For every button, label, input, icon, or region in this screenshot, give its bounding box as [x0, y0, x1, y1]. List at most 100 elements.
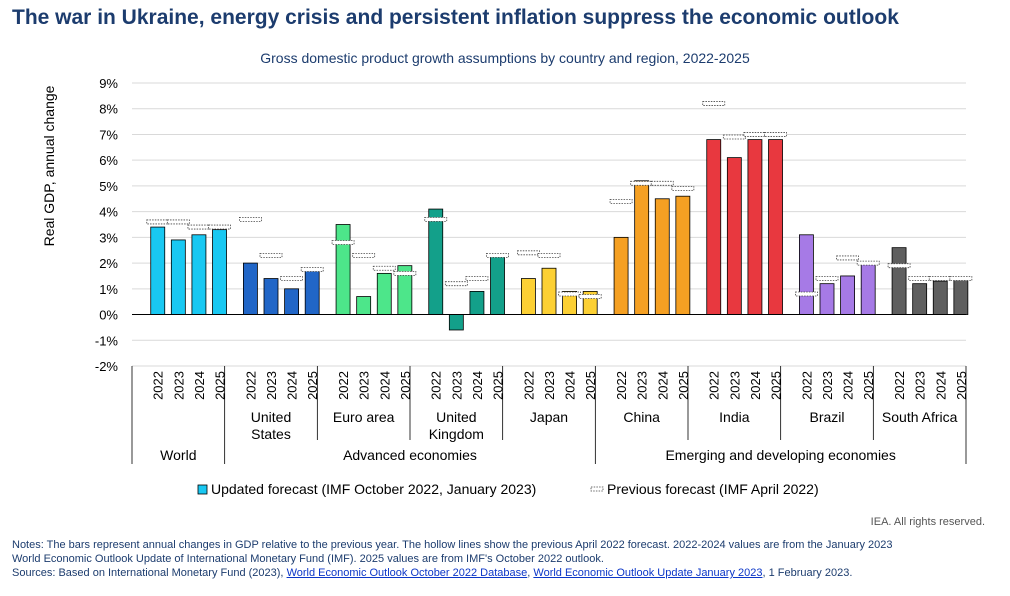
- previous-forecast-marker: [537, 252, 561, 258]
- x-year-label: 2022: [243, 371, 258, 400]
- bar: [335, 224, 351, 315]
- bar: [768, 139, 783, 315]
- bar: [469, 290, 485, 315]
- x-year-label: 2024: [933, 371, 948, 400]
- x-year-label: 2024: [655, 371, 670, 400]
- previous-forecast-marker: [517, 250, 540, 256]
- previous-forecast-marker: [331, 240, 355, 245]
- previous-forecast-marker: [208, 224, 231, 230]
- previous-forecast-marker: [650, 180, 674, 186]
- previous-forecast-marker: [743, 132, 767, 137]
- bar: [541, 267, 557, 315]
- x-year-label: 2022: [521, 371, 536, 400]
- bar: [912, 283, 928, 315]
- previous-forecast-marker: [166, 219, 190, 225]
- previous-forecast-marker: [146, 219, 170, 225]
- bar: [634, 180, 650, 315]
- x-year-label: 2023: [820, 371, 835, 400]
- x-group-label: United: [436, 409, 476, 425]
- previous-forecast-marker: [372, 265, 396, 271]
- bar: [150, 226, 166, 315]
- bar: [191, 234, 207, 315]
- bars: [150, 139, 969, 331]
- x-group-label: South Africa: [882, 409, 958, 425]
- previous-forecast-marker: [444, 281, 468, 287]
- y-axis-label: Real GDP, annual change: [41, 85, 57, 246]
- bar: [613, 236, 629, 315]
- previous-forecast-marker: [630, 180, 654, 186]
- bar: [356, 296, 372, 315]
- bar: [706, 139, 722, 315]
- y-tick-label: 0%: [99, 308, 118, 323]
- x-year-label: 2025: [213, 371, 228, 400]
- legend-label-updated: Updated forecast (IMF October 2022, Janu…: [211, 481, 536, 497]
- previous-forecast-marker: [393, 270, 417, 276]
- previous-forecast-marker: [558, 291, 581, 297]
- previous-forecast-marker: [300, 267, 324, 272]
- y-tick-label: 4%: [99, 205, 118, 220]
- x-group-label: Euro area: [333, 409, 395, 425]
- y-tick-label: -1%: [95, 333, 119, 348]
- x-year-label: 2025: [583, 371, 598, 400]
- x-year-label: 2024: [377, 371, 392, 400]
- bar: [799, 234, 814, 315]
- notes-block: Notes: The bars represent annual changes…: [12, 538, 1002, 580]
- bar: [675, 195, 691, 315]
- previous-forecast-marker: [259, 252, 283, 258]
- x-year-label: 2022: [614, 371, 629, 400]
- y-tick-label: -2%: [95, 359, 119, 374]
- x-year-label: 2024: [192, 371, 207, 400]
- sources-line: Sources: Based on International Monetary…: [12, 566, 1002, 580]
- bar: [932, 280, 948, 315]
- x-year-label: 2025: [676, 371, 691, 400]
- bar: [840, 275, 855, 315]
- chart-title: The war in Ukraine, energy crisis and pe…: [12, 6, 899, 29]
- bar: [521, 278, 536, 315]
- legend-swatch-previous: [590, 486, 604, 492]
- y-tick-label: 1%: [99, 282, 118, 297]
- bar: [170, 239, 186, 315]
- bar: [860, 262, 876, 315]
- weo-update-january-2023-link[interactable]: World Economic Outlook Update January 20…: [533, 567, 763, 579]
- x-group-label: India: [719, 409, 750, 425]
- previous-forecast-marker: [486, 252, 509, 258]
- x-region-label: Emerging and developing economies: [665, 447, 895, 463]
- x-year-label: 2022: [429, 371, 444, 400]
- weo-october-2022-link[interactable]: World Economic Outlook October 2022 Data…: [286, 567, 528, 579]
- gdp-growth-chart: -2% -1% 0% 1% 2% 3% 4% 5% 6% 7% 8% 9% Real GDP, ann…: [41, 76, 973, 497]
- previous-forecast-marker: [887, 263, 911, 269]
- x-group-label: Japan: [530, 409, 568, 425]
- bar: [726, 157, 742, 315]
- previous-forecast-marker: [722, 134, 746, 140]
- x-year-label: 2022: [707, 371, 722, 400]
- x-year-label: 2025: [769, 371, 784, 400]
- x-year-label: 2022: [892, 371, 907, 400]
- x-year-label: 2023: [357, 371, 372, 400]
- y-axis-ticks: -2% -1% 0% 1% 2% 3% 4% 5% 6% 7% 8% 9%: [95, 76, 119, 374]
- x-year-label: 2024: [841, 371, 856, 400]
- previous-forecast-marker: [578, 294, 602, 299]
- x-year-label: 2024: [563, 371, 578, 400]
- bar: [953, 278, 969, 315]
- previous-forecast-marker: [239, 216, 262, 222]
- previous-forecast-marker: [949, 276, 973, 281]
- previous-forecast-marker: [795, 291, 818, 297]
- bar: [891, 247, 907, 315]
- x-group-label: Brazil: [809, 409, 844, 425]
- sources-prefix: Sources: Based on International Monetary…: [12, 567, 287, 579]
- notes-line-1: Notes: The bars represent annual changes…: [12, 539, 893, 551]
- bar: [747, 139, 763, 315]
- x-year-label: 2022: [799, 371, 814, 400]
- x-year-label: 2024: [748, 371, 763, 400]
- x-group-label: China: [623, 409, 660, 425]
- previous-forecast-markers: [146, 101, 973, 299]
- x-year-label: 2023: [264, 371, 279, 400]
- x-region-label: Advanced economies: [343, 447, 477, 463]
- bar: [304, 269, 320, 315]
- chart-subtitle: Gross domestic product growth assumption…: [260, 50, 750, 66]
- y-tick-label: 5%: [99, 179, 118, 194]
- x-year-label: 2022: [151, 371, 166, 400]
- x-year-label: 2025: [491, 371, 506, 400]
- legend-label-previous: Previous forecast (IMF April 2022): [607, 481, 819, 497]
- y-tick-label: 2%: [99, 256, 118, 271]
